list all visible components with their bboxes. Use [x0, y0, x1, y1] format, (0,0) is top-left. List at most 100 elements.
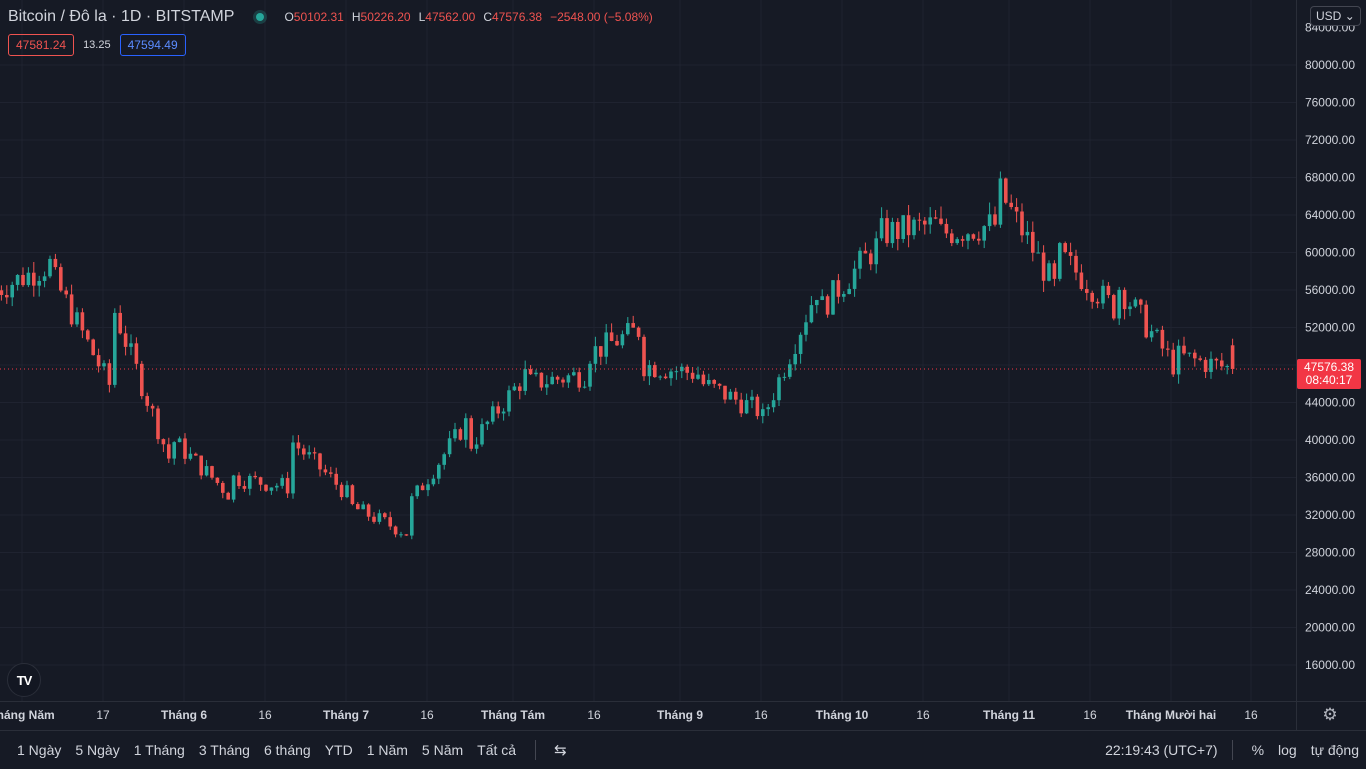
candle-body — [642, 336, 646, 377]
percent-scale-toggle[interactable]: % — [1251, 742, 1265, 758]
candle-body — [431, 478, 436, 485]
candle-body — [1182, 345, 1186, 354]
candle-body — [420, 485, 425, 491]
range-1y-button[interactable]: 1 Năm — [366, 742, 408, 758]
candle-body — [107, 363, 112, 385]
candle-body — [258, 477, 263, 485]
candle-body — [48, 258, 52, 277]
range-3m-button[interactable]: 3 Tháng — [198, 742, 250, 758]
candle-body — [1117, 289, 1121, 319]
range-1m-button[interactable]: 1 Tháng — [133, 742, 185, 758]
candle-body — [383, 513, 387, 518]
candle-body — [685, 366, 689, 373]
candle-body — [528, 369, 533, 375]
range-6m-button[interactable]: 6 tháng — [263, 742, 311, 758]
candle-body — [561, 379, 565, 383]
candle-body — [680, 366, 684, 372]
candle-body — [1230, 345, 1235, 369]
candle-body — [1101, 285, 1105, 304]
candle-body — [350, 485, 355, 505]
candle-body — [302, 448, 306, 455]
goto-date-icon[interactable]: ⇆ — [554, 742, 567, 759]
candle-body — [42, 276, 47, 281]
candle-body — [874, 238, 878, 265]
candle-body — [415, 485, 419, 497]
candle-body — [1214, 358, 1219, 361]
candle-body — [269, 487, 274, 491]
candle-body — [1171, 349, 1175, 375]
symbol-name[interactable]: Bitcoin / Đô la · 1D · BITSTAMP — [8, 8, 235, 25]
bid-price[interactable]: 47581.24 — [8, 34, 75, 56]
candle-body — [1052, 263, 1057, 279]
candle-body — [755, 396, 760, 417]
price-chart[interactable]: 16000.00 20000.00 24000.00 28000.00 32000.00… — [0, 0, 1366, 730]
candle-body — [312, 452, 317, 454]
candle-body — [437, 464, 441, 479]
candle-body — [1090, 292, 1094, 302]
range-5y-button[interactable]: 5 Năm — [421, 742, 464, 758]
y-tick-label: 80000.00 — [1305, 58, 1355, 72]
gear-icon[interactable]: ⚙ — [1322, 705, 1338, 724]
candle-body — [604, 332, 608, 357]
candle-body — [572, 372, 576, 376]
log-scale-toggle[interactable]: log — [1278, 742, 1297, 758]
candle-body — [1047, 263, 1051, 281]
candle-body — [809, 305, 814, 323]
candle-body — [696, 374, 700, 379]
timezone-clock[interactable]: 22:19:43 (UTC+7) — [1105, 742, 1218, 758]
auto-scale-toggle[interactable]: tự động — [1310, 742, 1359, 758]
candle-body — [1166, 348, 1170, 350]
y-tick-label: 36000.00 — [1305, 471, 1355, 485]
candle-body — [798, 334, 803, 354]
chevron-down-icon: ⌄ — [1344, 9, 1355, 23]
range-5d-button[interactable]: 5 Ngày — [75, 742, 120, 758]
candle-body — [842, 294, 846, 297]
candle-body — [361, 504, 365, 510]
candle-body — [1041, 252, 1046, 281]
candle-body — [10, 284, 14, 298]
y-tick-label: 60000.00 — [1305, 246, 1355, 260]
candle-body — [512, 386, 517, 391]
candle-body — [793, 353, 797, 365]
candle-body — [1014, 207, 1019, 212]
candle-body — [469, 418, 473, 449]
candle-body — [1122, 289, 1127, 310]
candle-body — [1106, 285, 1111, 296]
y-tick-label: 28000.00 — [1305, 546, 1355, 560]
currency-selector[interactable]: USD ⌄ — [1310, 6, 1361, 26]
candle-body — [393, 526, 398, 535]
candle-body — [21, 274, 25, 286]
candle-body — [285, 478, 290, 494]
range-1d-button[interactable]: 1 Ngày — [17, 742, 62, 758]
low-value: 47562.00 — [425, 10, 476, 24]
candle-body — [323, 469, 328, 473]
candle-body — [1128, 306, 1132, 310]
candle-body — [782, 376, 787, 378]
candle-body — [647, 365, 652, 377]
candle-body — [674, 371, 679, 373]
candle-body — [458, 429, 463, 440]
candle-body — [1036, 252, 1040, 254]
candle-body — [971, 234, 976, 239]
candle-body — [280, 478, 284, 486]
candle-body — [1095, 301, 1100, 304]
tradingview-logo-icon[interactable]: TV — [7, 663, 41, 697]
candle-body — [1176, 345, 1181, 375]
candle-body — [26, 272, 31, 286]
candle-body — [226, 492, 230, 500]
ask-price[interactable]: 47594.49 — [119, 34, 186, 56]
candle-body — [188, 453, 193, 459]
candle-body — [366, 504, 371, 517]
x-tick-label: Tháng 6 — [161, 708, 207, 722]
candle-body — [129, 343, 133, 347]
range-ytd-button[interactable]: YTD — [324, 742, 353, 758]
candle-body — [123, 333, 128, 347]
range-all-button[interactable]: Tất cả — [477, 742, 517, 758]
y-tick-label: 64000.00 — [1305, 208, 1355, 222]
candle-body — [134, 343, 139, 364]
candle-body — [1139, 299, 1143, 305]
x-tick-label: Tháng Năm — [0, 708, 55, 722]
candle-body — [1031, 231, 1035, 253]
candle-body — [140, 363, 144, 397]
x-tick-label: Tháng 11 — [983, 708, 1035, 722]
